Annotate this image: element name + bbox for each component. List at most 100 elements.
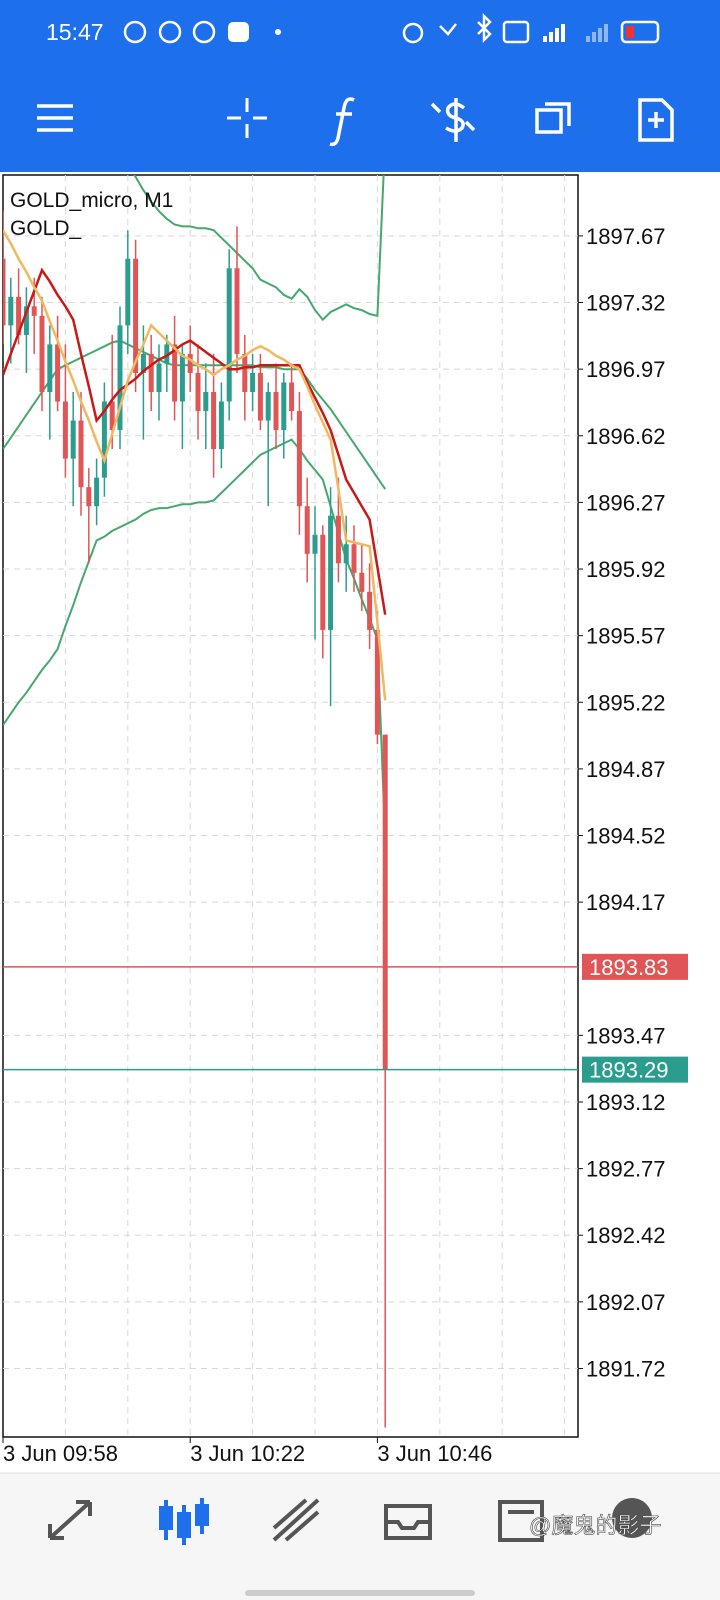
candle-body — [148, 353, 154, 392]
y-tick-label: 1893.47 — [586, 1023, 666, 1048]
windows-button[interactable] — [535, 102, 571, 134]
indicator-line — [3, 267, 387, 615]
candle-body — [382, 734, 388, 1070]
x-tick-label: 3 Jun 10:22 — [190, 1441, 305, 1466]
y-tick-label: 1896.27 — [586, 490, 666, 515]
chart-subtitle: GOLD_ — [10, 217, 82, 240]
candle-body — [211, 391, 217, 450]
candle-body — [55, 344, 61, 402]
candle-body — [257, 372, 263, 421]
candle-body — [218, 401, 224, 450]
candle-body — [62, 401, 68, 459]
y-tick-label: 1892.77 — [586, 1157, 666, 1182]
y-tick-label: 1896.62 — [586, 424, 666, 449]
y-tick-label: 1895.57 — [586, 624, 666, 649]
price-label: 1893.29 — [589, 1058, 669, 1083]
candle-body — [179, 353, 185, 402]
candle-body — [367, 591, 373, 630]
candle-body — [250, 372, 256, 392]
candle-body — [320, 534, 326, 630]
candle-body — [3, 258, 6, 326]
toolbar-icons — [37, 97, 674, 147]
y-tick-label: 1894.17 — [586, 890, 666, 915]
nav-trade[interactable] — [272, 1498, 320, 1542]
nav-icons — [48, 1498, 652, 1545]
candle-body — [265, 391, 271, 421]
y-tick-label: 1897.67 — [586, 224, 666, 249]
trade-button[interactable] — [430, 98, 476, 142]
candle-body — [281, 382, 287, 431]
candle-body — [335, 515, 341, 564]
watermark: @魔鬼的影子 — [529, 1513, 661, 1538]
y-tick-label: 1892.07 — [586, 1290, 666, 1315]
y-tick-label: 1894.87 — [586, 757, 666, 782]
indicators-button[interactable] — [329, 97, 355, 147]
price-label-box — [582, 1056, 688, 1083]
y-tick-label: 1891.72 — [586, 1356, 666, 1381]
crosshair-button[interactable] — [227, 98, 267, 138]
candle-body — [16, 296, 22, 335]
candle-body — [328, 515, 334, 630]
candle-body — [39, 315, 45, 392]
candle-body — [296, 411, 302, 507]
indicator-line — [3, 229, 387, 701]
candle-body — [203, 391, 209, 412]
candle-body — [304, 506, 310, 554]
nav-chart[interactable] — [159, 1498, 209, 1545]
candle-body — [47, 344, 53, 392]
indicator-line — [3, 438, 387, 840]
y-tick-label: 1892.42 — [586, 1223, 666, 1248]
candle-body — [109, 401, 115, 431]
y-tick-label: 1893.12 — [586, 1090, 666, 1115]
status-icons — [123, 12, 660, 44]
y-tick-label: 1895.92 — [586, 557, 666, 582]
y-tick-label: 1895.22 — [586, 690, 666, 715]
nav-messages[interactable] — [498, 1500, 544, 1542]
indicator-line — [133, 175, 385, 322]
candle-body — [351, 544, 357, 573]
y-tick-label: 1894.52 — [586, 824, 666, 849]
candle-body — [133, 258, 139, 373]
candle-body — [70, 420, 76, 459]
candle-body — [140, 353, 146, 373]
candle-body — [172, 344, 178, 402]
candle-body — [226, 268, 232, 402]
candle-body — [8, 296, 14, 326]
candle-body — [156, 363, 162, 392]
candle-body — [343, 544, 349, 564]
price-label-box — [582, 953, 688, 980]
candle-body — [312, 534, 318, 554]
menu-button[interactable] — [37, 104, 73, 132]
candle-body — [101, 401, 107, 478]
axes: 1897.67 1897.32 1896.97 1896.62 1896.27 1895.… — [2, 224, 688, 1466]
home-indicator — [245, 1590, 475, 1596]
nav-quotes[interactable] — [48, 1500, 92, 1540]
price-label: 1893.83 — [589, 955, 669, 980]
candle-body — [187, 353, 193, 373]
nav-history[interactable] — [384, 1504, 432, 1540]
candle-body — [86, 487, 92, 507]
x-tick-label: 3 Jun 09:58 — [3, 1441, 118, 1466]
chart-title: GOLD_micro, M1 — [10, 189, 173, 212]
candle-body — [31, 306, 37, 316]
candle-body — [78, 420, 84, 488]
y-tick-label: 1896.97 — [586, 357, 666, 382]
candle-body — [23, 306, 29, 335]
candle-body — [242, 353, 248, 392]
candle-body — [94, 477, 100, 507]
plot — [3, 175, 578, 1428]
candle-body — [289, 382, 295, 412]
candle-body — [234, 268, 240, 354]
status-time: 15:47 — [46, 19, 104, 45]
candle-body — [359, 572, 365, 592]
new-order-button[interactable] — [638, 98, 674, 142]
candle-body — [374, 629, 380, 735]
x-tick-label: 3 Jun 10:46 — [377, 1441, 492, 1466]
candle-body — [164, 344, 170, 364]
candle-body — [117, 325, 123, 431]
candle-body — [125, 258, 131, 326]
top-bar — [0, 0, 720, 172]
y-tick-label: 1897.32 — [586, 291, 666, 316]
